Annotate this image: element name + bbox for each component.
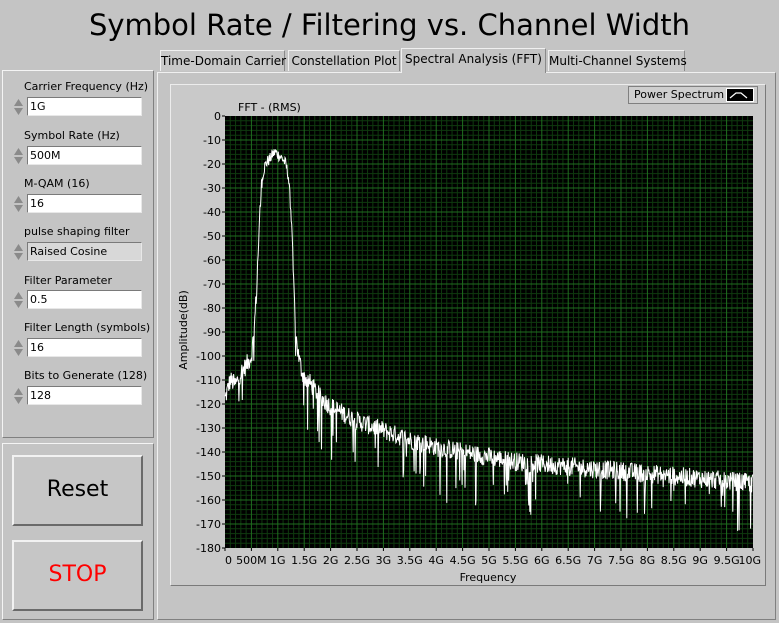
pulse-filter-spinner[interactable]: [13, 242, 24, 262]
filter-parameter-spinner[interactable]: [13, 290, 24, 310]
tab-constellation-plot[interactable]: Constellation Plot: [288, 50, 400, 71]
filter-parameter-input[interactable]: 0.5: [27, 290, 142, 309]
tab-time-domain-carrier[interactable]: Time-Domain Carrier: [160, 50, 286, 71]
symbol-rate-spinner[interactable]: [13, 146, 24, 166]
tab-multi-channel-systems[interactable]: Multi-Channel Systems: [548, 50, 687, 71]
window-title: Symbol Rate / Filtering vs. Channel Widt…: [88, 8, 691, 42]
filter-length-spinner[interactable]: [13, 338, 24, 358]
line-style-icon: [729, 92, 748, 99]
carrier-frequency-spinner[interactable]: [13, 97, 24, 117]
mqam-label: M-QAM (16): [24, 177, 90, 190]
plot-legend[interactable]: Power Spectrum: [628, 86, 758, 104]
bits-to-generate-input[interactable]: 128: [27, 386, 142, 405]
carrier-frequency-input[interactable]: 1G: [27, 97, 142, 116]
spin-down-icon[interactable]: [13, 252, 24, 262]
filter-length-input[interactable]: 16: [27, 338, 142, 357]
reset-button[interactable]: Reset: [12, 455, 143, 526]
filter-length-label: Filter Length (symbols): [24, 321, 151, 334]
symbol-rate-input[interactable]: 500M: [27, 146, 142, 165]
bits-to-generate-spinner[interactable]: [13, 386, 24, 406]
spin-down-icon[interactable]: [13, 204, 24, 214]
spin-down-icon[interactable]: [13, 348, 24, 358]
bits-to-generate-label: Bits to Generate (128): [24, 369, 148, 382]
mqam-input[interactable]: 16: [27, 194, 142, 213]
mqam-spinner[interactable]: [13, 194, 24, 214]
spin-up-icon[interactable]: [13, 97, 24, 107]
spin-up-icon[interactable]: [13, 386, 24, 396]
spin-up-icon[interactable]: [13, 338, 24, 348]
filter-parameter-label: Filter Parameter: [24, 274, 112, 287]
legend-swatch[interactable]: [726, 88, 754, 102]
spin-up-icon[interactable]: [13, 146, 24, 156]
symbol-rate-label: Symbol Rate (Hz): [24, 129, 120, 142]
spin-down-icon[interactable]: [13, 156, 24, 166]
spin-down-icon[interactable]: [13, 396, 24, 406]
tab-spectral-analysis[interactable]: Spectral Analysis (FFT): [401, 48, 546, 73]
stop-button[interactable]: STOP: [12, 540, 143, 611]
spin-down-icon[interactable]: [13, 107, 24, 117]
spin-up-icon[interactable]: [13, 194, 24, 204]
spin-up-icon[interactable]: [13, 242, 24, 252]
legend-entry-label: Power Spectrum: [634, 88, 725, 101]
graph-frame: [170, 84, 766, 586]
pulse-filter-ring[interactable]: Raised Cosine: [27, 242, 142, 261]
spin-down-icon[interactable]: [13, 300, 24, 310]
pulse-filter-label: pulse shaping filter: [24, 225, 130, 238]
carrier-frequency-label: Carrier Frequency (Hz): [24, 80, 149, 93]
spin-up-icon[interactable]: [13, 290, 24, 300]
